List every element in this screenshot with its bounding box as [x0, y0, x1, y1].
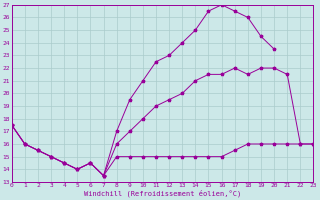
X-axis label: Windchill (Refroidissement éolien,°C): Windchill (Refroidissement éolien,°C) [84, 190, 241, 197]
